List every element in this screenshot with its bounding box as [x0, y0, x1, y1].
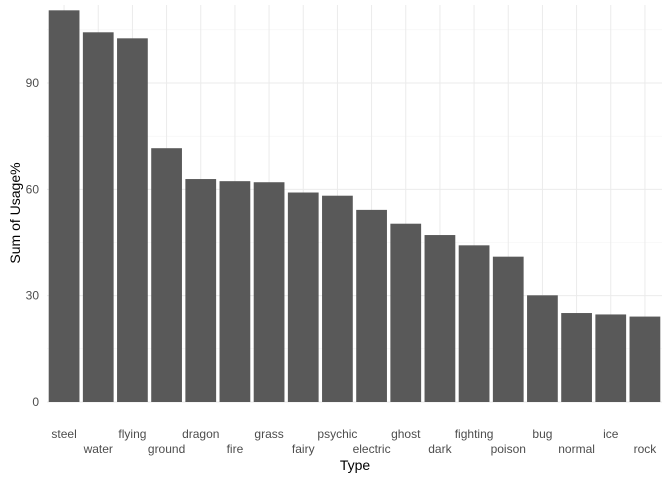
x-tick-label: rock [634, 442, 658, 456]
y-axis-title: Sum of Usage% [7, 162, 23, 263]
bar-rock [629, 316, 661, 402]
bars [48, 10, 661, 403]
y-tick-label: 30 [26, 289, 40, 303]
x-tick-label: fairy [292, 442, 315, 456]
x-axis-title: Type [340, 457, 371, 473]
x-tick-label: flying [118, 427, 146, 441]
x-tick-label: dark [428, 442, 452, 456]
x-tick-label: ground [148, 442, 185, 456]
bar-steel [48, 10, 80, 403]
x-tick-label: poison [491, 442, 526, 456]
bar-dragon [185, 179, 217, 402]
bar-psychic [322, 195, 353, 402]
x-tick-label: fighting [455, 427, 494, 441]
y-tick-label: 90 [26, 76, 40, 90]
x-tick-label: dragon [182, 427, 219, 441]
y-tick-label: 0 [32, 395, 39, 409]
x-tick-label: fire [227, 442, 244, 456]
x-tick-label: electric [353, 442, 391, 456]
bar-ice [595, 314, 627, 402]
bar-dark [424, 235, 456, 402]
x-tick-label: grass [254, 427, 283, 441]
bar-ghost [390, 223, 422, 402]
x-tick-label: psychic [317, 427, 357, 441]
bar-poison [492, 256, 524, 402]
x-tick-label: normal [558, 442, 595, 456]
bar-fire [219, 181, 251, 402]
bar-fairy [287, 192, 319, 402]
bar-normal [561, 313, 592, 402]
x-tick-label: water [83, 442, 113, 456]
bar-bug [527, 295, 558, 402]
bar-fighting [458, 245, 490, 402]
y-tick-label: 60 [26, 182, 40, 196]
bar-grass [253, 182, 285, 402]
bar-flying [117, 38, 148, 402]
x-tick-label: ice [603, 427, 619, 441]
bar-electric [356, 209, 387, 402]
x-tick-label: ghost [391, 427, 421, 441]
x-tick-label: bug [532, 427, 552, 441]
x-tick-label: steel [51, 427, 76, 441]
bar-ground [151, 148, 182, 402]
y-axis-ticks: 0 30 60 90 [26, 76, 40, 409]
bar-water [82, 32, 114, 402]
